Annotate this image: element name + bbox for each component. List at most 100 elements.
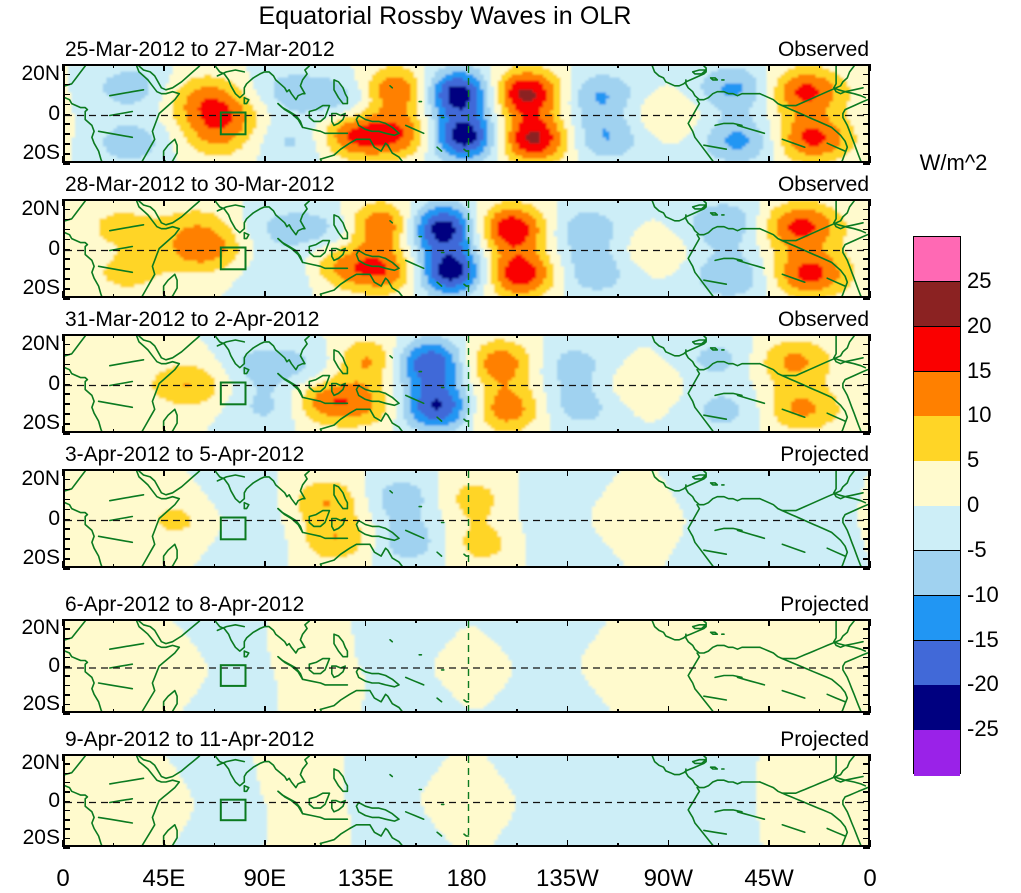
y-tick — [863, 354, 870, 356]
x-axis-label: 135W — [536, 865, 599, 893]
x-tick — [768, 754, 770, 761]
x-tick — [869, 156, 871, 163]
x-tick — [466, 156, 468, 163]
colorbar-unit-label: W/m^2 — [886, 150, 1021, 176]
x-tick-minor — [415, 294, 417, 298]
x-tick — [264, 561, 266, 568]
x-tick — [567, 619, 569, 626]
y-tick — [863, 499, 870, 501]
x-tick-minor — [113, 294, 115, 298]
y-tick — [63, 754, 70, 756]
x-tick-minor — [718, 159, 720, 163]
x-tick-minor — [516, 294, 518, 298]
colorbar-band — [914, 416, 960, 461]
y-tick — [863, 628, 870, 630]
y-axis-label: 20S — [23, 411, 60, 435]
x-tick — [567, 199, 569, 206]
y-tick — [63, 433, 70, 435]
x-tick-minor — [314, 64, 316, 68]
x-tick — [365, 156, 367, 163]
x-tick-minor — [718, 709, 720, 713]
x-tick — [466, 291, 468, 298]
x-tick-minor — [819, 294, 821, 298]
x-tick-minor — [415, 334, 417, 338]
x-tick-minor — [516, 64, 518, 68]
y-tick — [863, 763, 870, 765]
y-tick — [63, 393, 70, 395]
x-tick — [668, 469, 670, 476]
y-tick — [63, 489, 70, 491]
y-tick — [63, 114, 70, 116]
colorbar-band — [914, 730, 960, 775]
y-tick — [863, 773, 870, 775]
x-tick-minor — [113, 429, 115, 433]
x-tick-minor — [314, 334, 316, 338]
x-tick — [163, 64, 165, 71]
y-tick — [863, 838, 870, 840]
x-tick — [365, 619, 367, 626]
y-tick — [63, 258, 70, 260]
x-tick — [264, 426, 266, 433]
x-tick — [768, 706, 770, 713]
y-tick — [863, 519, 870, 521]
x-tick — [768, 426, 770, 433]
x-tick — [466, 706, 468, 713]
colorbar-band — [914, 685, 960, 730]
y-tick — [863, 819, 870, 821]
x-tick-minor — [516, 619, 518, 623]
y-tick — [863, 810, 870, 812]
x-axis-label: 135E — [338, 865, 394, 893]
y-axis-label: 0 — [48, 654, 60, 678]
y-tick — [863, 229, 870, 231]
x-tick-minor — [415, 469, 417, 473]
y-tick — [863, 219, 870, 221]
x-tick-minor — [314, 754, 316, 758]
colorbar-bands — [913, 236, 961, 774]
x-tick-minor — [617, 199, 619, 203]
x-tick-minor — [819, 159, 821, 163]
olr-anomaly-field — [65, 66, 870, 163]
y-tick — [863, 713, 870, 715]
colorbar-band — [914, 551, 960, 596]
x-tick-minor — [516, 429, 518, 433]
y-tick — [863, 568, 870, 570]
panel-status-6: Projected — [780, 728, 869, 752]
y-tick — [63, 298, 70, 300]
y-tick — [863, 114, 870, 116]
x-tick — [466, 469, 468, 476]
y-tick — [863, 548, 870, 550]
x-tick-minor — [415, 429, 417, 433]
x-tick — [62, 334, 64, 341]
x-tick — [365, 706, 367, 713]
y-tick — [63, 104, 70, 106]
y-tick — [63, 143, 70, 145]
x-tick-minor — [415, 754, 417, 758]
y-tick — [863, 239, 870, 241]
x-tick — [365, 561, 367, 568]
x-tick — [163, 426, 165, 433]
x-tick — [163, 334, 165, 341]
y-axis-label: 20N — [21, 332, 60, 356]
x-tick — [163, 199, 165, 206]
x-axis-label: 90W — [644, 865, 693, 893]
y-tick — [863, 489, 870, 491]
plot-area-3 — [63, 334, 870, 433]
y-tick — [863, 647, 870, 649]
plot-area-6 — [63, 754, 870, 847]
x-tick-minor — [415, 199, 417, 203]
x-tick — [768, 840, 770, 847]
x-tick — [62, 561, 64, 568]
panel-date-range-6: 9-Apr-2012 to 11-Apr-2012 — [65, 728, 314, 752]
x-tick-minor — [819, 709, 821, 713]
y-tick — [63, 199, 70, 201]
x-tick — [466, 199, 468, 206]
x-tick — [668, 840, 670, 847]
x-tick — [62, 426, 64, 433]
x-tick — [668, 199, 670, 206]
x-tick — [62, 199, 64, 206]
colorbar-band — [914, 596, 960, 641]
x-tick-minor — [314, 199, 316, 203]
y-tick — [863, 278, 870, 280]
